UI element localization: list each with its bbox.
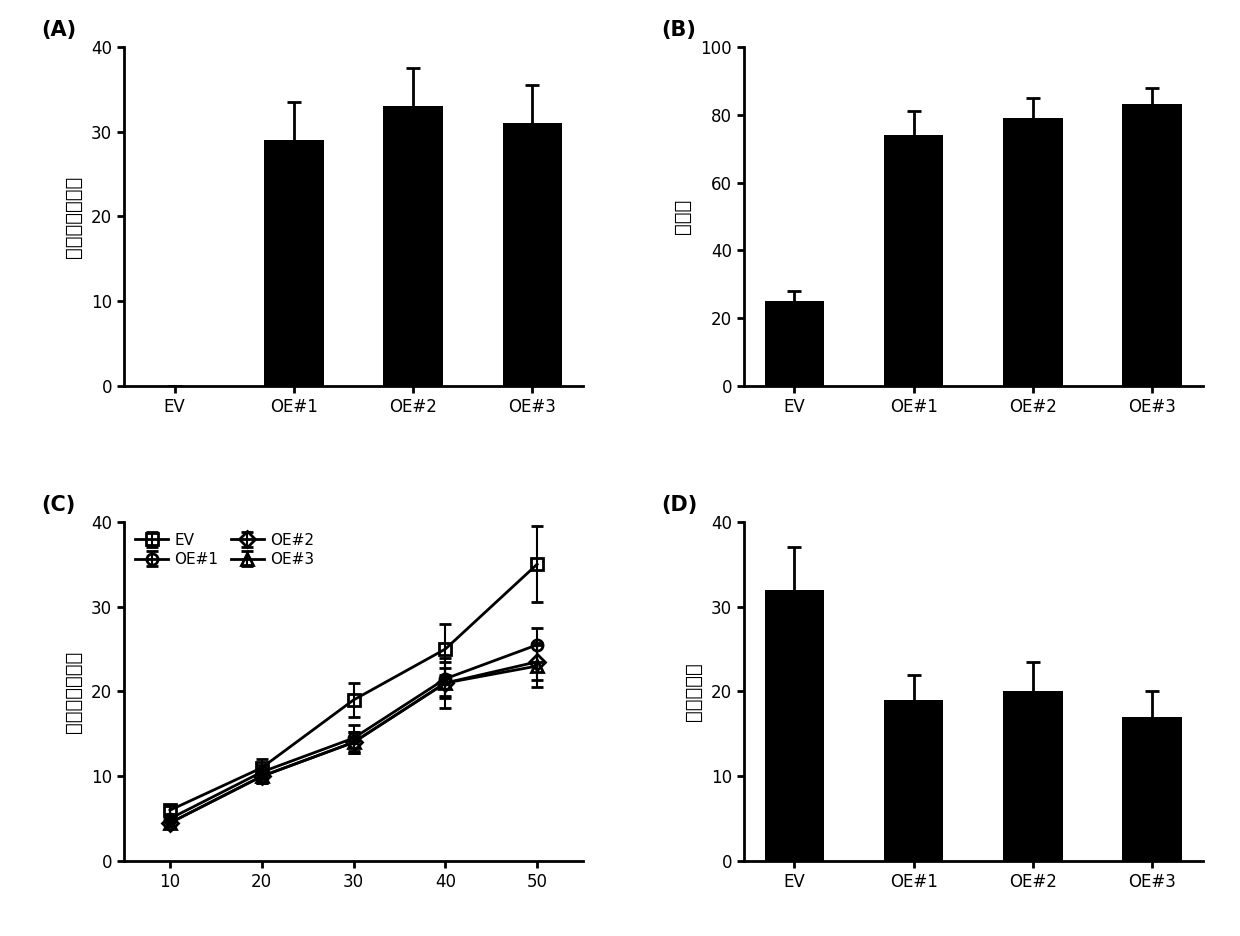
Text: (B): (B) bbox=[661, 20, 696, 39]
Text: (D): (D) bbox=[661, 494, 697, 515]
Bar bbox=[1003, 118, 1063, 387]
Bar bbox=[765, 590, 825, 861]
Y-axis label: 基因相对表达量: 基因相对表达量 bbox=[63, 175, 83, 257]
Bar bbox=[1122, 105, 1182, 387]
Legend: EV, OE#1, OE#2, OE#3: EV, OE#1, OE#2, OE#3 bbox=[131, 530, 317, 570]
Bar bbox=[884, 700, 944, 861]
Bar bbox=[1003, 692, 1063, 861]
Bar bbox=[502, 124, 562, 387]
Y-axis label: 存活率: 存活率 bbox=[673, 198, 692, 234]
Bar bbox=[884, 135, 944, 387]
Bar bbox=[383, 106, 443, 387]
Bar bbox=[1122, 717, 1182, 861]
Bar bbox=[765, 301, 825, 387]
Bar bbox=[264, 140, 324, 387]
Text: (A): (A) bbox=[41, 20, 77, 39]
Text: (C): (C) bbox=[41, 494, 76, 515]
Y-axis label: 叶片相对失水率: 叶片相对失水率 bbox=[63, 651, 83, 733]
Y-axis label: 相对电导率: 相对电导率 bbox=[683, 662, 703, 721]
